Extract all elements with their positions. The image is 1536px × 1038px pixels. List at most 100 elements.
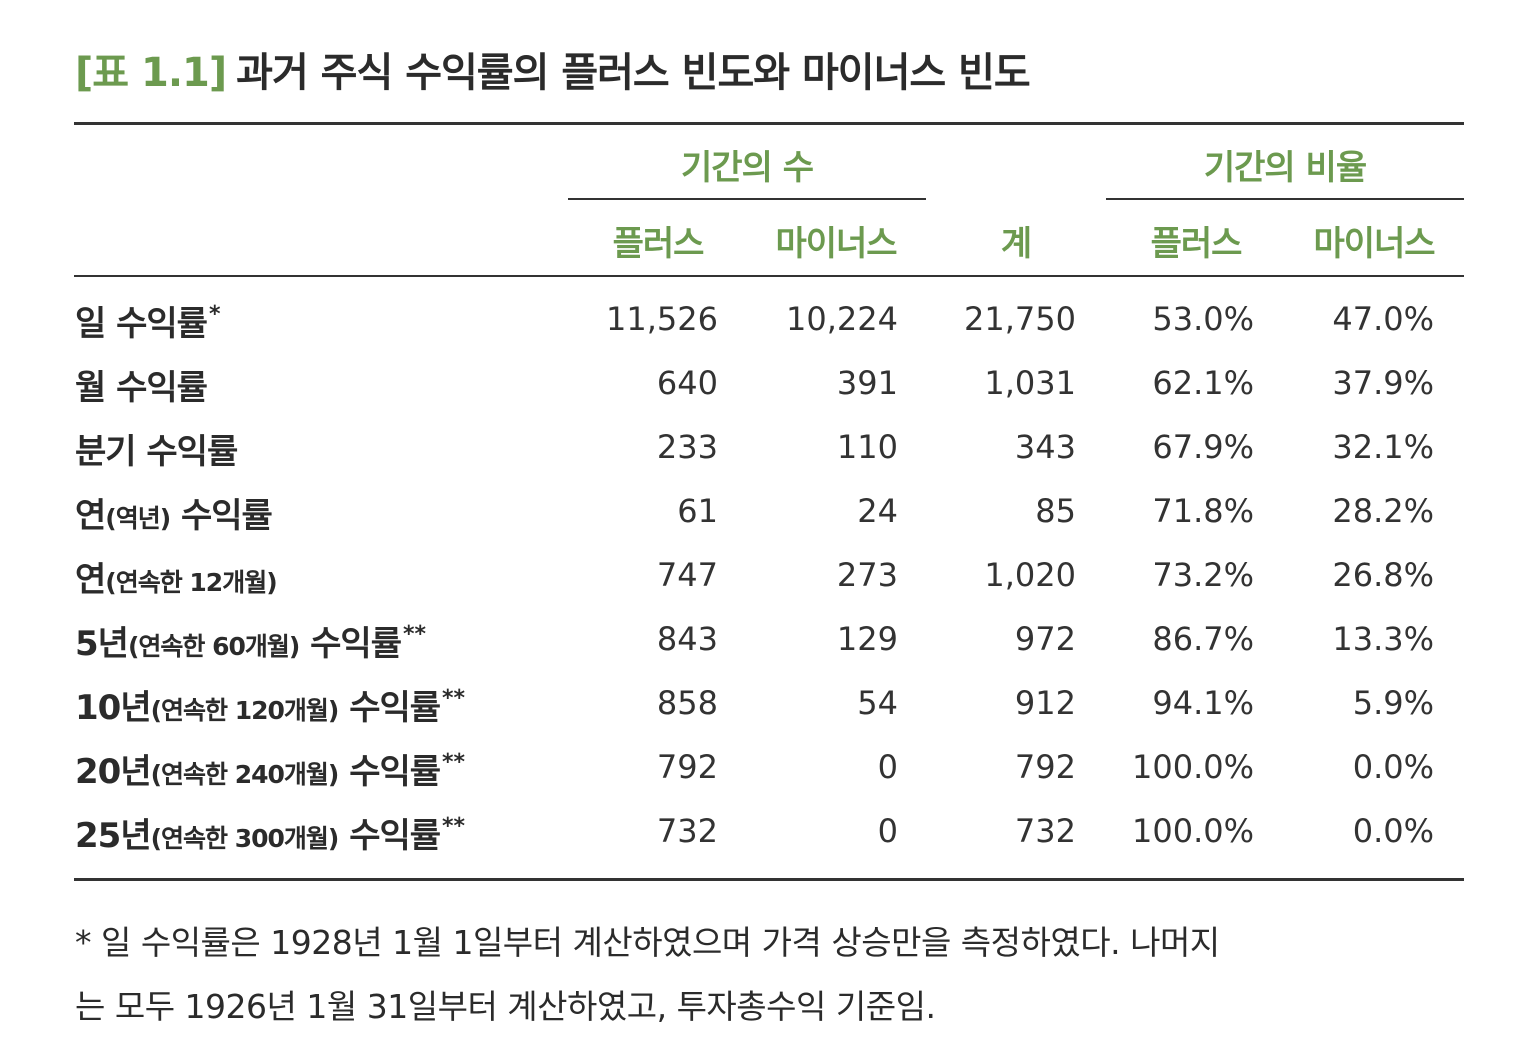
- cell-value: 792: [1014, 748, 1076, 786]
- cell-value: 85: [1035, 492, 1076, 530]
- row-label-mark: **: [442, 686, 466, 711]
- cell-value: 86.7%: [1152, 620, 1254, 658]
- footnote-line-2: 는 모두 1926년 1월 31일부터 계산하였고, 투자총수익 기준임.: [75, 987, 936, 1026]
- table-title-text: 과거 주식 수익률의 플러스 빈도와 마이너스 빈도: [236, 50, 1031, 96]
- row-label-sub: (연속한 12개월): [105, 568, 277, 597]
- row-label-mark: **: [442, 750, 466, 775]
- table-row: 분기 수익률 233 110 343 67.9% 32.1%: [0, 424, 1536, 480]
- cell-value: 233: [656, 428, 718, 466]
- group-rule-ratio: [1106, 198, 1464, 200]
- cell-value: 640: [656, 364, 718, 402]
- bottom-rule: [74, 878, 1464, 881]
- header-rule: [74, 275, 1464, 277]
- cell-value: 0.0%: [1352, 748, 1434, 786]
- cell-value: 47.0%: [1332, 300, 1434, 338]
- row-label-main: 20년: [75, 752, 152, 792]
- table-number: [표 1.1]: [75, 50, 227, 96]
- cell-value: 0.0%: [1352, 812, 1434, 850]
- cell-value: 32.1%: [1332, 428, 1434, 466]
- cell-value: 53.0%: [1152, 300, 1254, 338]
- col-header-minus-count: 마이너스: [775, 224, 897, 264]
- row-label-main: 연: [75, 496, 106, 536]
- row-label-main: 분기 수익률: [75, 432, 238, 472]
- cell-value: 343: [1014, 428, 1076, 466]
- cell-value: 11,526: [606, 300, 718, 338]
- group-rule-count: [568, 198, 926, 200]
- cell-value: 732: [656, 812, 718, 850]
- cell-value: 24: [857, 492, 898, 530]
- table-row: 연(역년) 수익률 61 24 85 71.8% 28.2%: [0, 488, 1536, 544]
- cell-value: 858: [656, 684, 718, 722]
- cell-value: 747: [656, 556, 718, 594]
- cell-value: 273: [836, 556, 898, 594]
- row-label: 연(연속한 12개월): [75, 552, 279, 601]
- row-label: 25년(연속한 300개월) 수익률**: [75, 808, 465, 857]
- group-header-ratio: 기간의 비율: [1203, 148, 1367, 188]
- cell-value: 972: [1014, 620, 1076, 658]
- cell-value: 71.8%: [1152, 492, 1254, 530]
- row-label: 분기 수익률: [75, 424, 239, 473]
- cell-value: 67.9%: [1152, 428, 1254, 466]
- row-label-main2: 수익률: [338, 688, 441, 728]
- cell-value: 5.9%: [1352, 684, 1434, 722]
- cell-value: 1,031: [984, 364, 1076, 402]
- cell-value: 13.3%: [1332, 620, 1434, 658]
- row-label-main2: 수익률: [338, 752, 441, 792]
- footnote-line-1: * 일 수익률은 1928년 1월 1일부터 계산하였으며 가격 상승만을 측정…: [75, 923, 1220, 962]
- row-label-main: 25년: [75, 816, 152, 856]
- col-header-total: 계: [1000, 224, 1032, 264]
- cell-value: 391: [836, 364, 898, 402]
- cell-value: 0: [877, 812, 898, 850]
- row-label: 5년(연속한 60개월) 수익률**: [75, 616, 426, 665]
- row-label-mark: *: [208, 302, 221, 327]
- table-row: 10년(연속한 120개월) 수익률** 858 54 912 94.1% 5.9%: [0, 680, 1536, 736]
- row-label-main2: 수익률: [299, 624, 402, 664]
- row-label-sub: (연속한 300개월): [150, 824, 340, 853]
- cell-value: 61: [677, 492, 718, 530]
- cell-value: 0: [877, 748, 898, 786]
- cell-value: 62.1%: [1152, 364, 1254, 402]
- cell-value: 54: [857, 684, 898, 722]
- cell-value: 1,020: [984, 556, 1076, 594]
- cell-value: 843: [656, 620, 718, 658]
- cell-value: 792: [656, 748, 718, 786]
- row-label-main: 일 수익률: [75, 304, 208, 344]
- group-header-count: 기간의 수: [681, 148, 814, 188]
- row-label: 10년(연속한 120개월) 수익률**: [75, 680, 465, 729]
- row-label-mark: **: [402, 622, 426, 647]
- cell-value: 94.1%: [1152, 684, 1254, 722]
- table-title: [표 1.1] 과거 주식 수익률의 플러스 빈도와 마이너스 빈도: [75, 40, 1031, 98]
- table-row: 연(연속한 12개월) 747 273 1,020 73.2% 26.8%: [0, 552, 1536, 608]
- top-rule: [74, 122, 1464, 125]
- cell-value: 110: [836, 428, 898, 466]
- row-label-main: 월 수익률: [75, 368, 208, 408]
- row-label-main2: 수익률: [170, 496, 273, 536]
- cell-value: 28.2%: [1332, 492, 1434, 530]
- cell-value: 10,224: [786, 300, 898, 338]
- cell-value: 37.9%: [1332, 364, 1434, 402]
- row-label-sub: (역년): [105, 504, 171, 533]
- row-label-main2: 수익률: [338, 816, 441, 856]
- cell-value: 732: [1014, 812, 1076, 850]
- table-row: 일 수익률* 11,526 10,224 21,750 53.0% 47.0%: [0, 296, 1536, 352]
- row-label-sub: (연속한 240개월): [150, 760, 340, 789]
- row-label-main: 10년: [75, 688, 152, 728]
- cell-value: 73.2%: [1152, 556, 1254, 594]
- row-label-sub: (연속한 120개월): [150, 696, 340, 725]
- row-label-sub: (연속한 60개월): [127, 632, 300, 661]
- row-label: 연(역년) 수익률: [75, 488, 274, 537]
- table-row: 월 수익률 640 391 1,031 62.1% 37.9%: [0, 360, 1536, 416]
- cell-value: 100.0%: [1131, 812, 1254, 850]
- col-header-minus-ratio: 마이너스: [1313, 224, 1435, 264]
- table-row: 20년(연속한 240개월) 수익률** 792 0 792 100.0% 0.0%: [0, 744, 1536, 800]
- row-label: 월 수익률: [75, 360, 209, 409]
- col-header-plus-ratio: 플러스: [1150, 224, 1243, 264]
- row-label: 일 수익률*: [75, 296, 220, 345]
- cell-value: 129: [836, 620, 898, 658]
- table-row: 25년(연속한 300개월) 수익률** 732 0 732 100.0% 0.0%: [0, 808, 1536, 864]
- cell-value: 100.0%: [1131, 748, 1254, 786]
- row-label: 20년(연속한 240개월) 수익률**: [75, 744, 465, 793]
- cell-value: 26.8%: [1332, 556, 1434, 594]
- cell-value: 912: [1014, 684, 1076, 722]
- cell-value: 21,750: [964, 300, 1076, 338]
